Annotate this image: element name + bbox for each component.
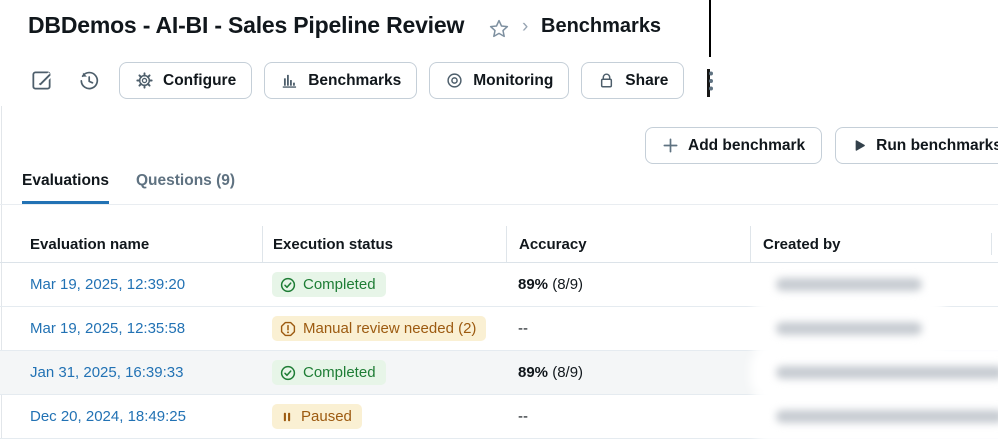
plus-icon bbox=[662, 137, 679, 154]
add-benchmark-button[interactable]: Add benchmark bbox=[645, 127, 823, 164]
status-label: Completed bbox=[303, 364, 376, 381]
column-header-accuracy: Accuracy bbox=[506, 226, 750, 262]
accuracy-detail: (8/9) bbox=[548, 276, 584, 293]
blurred-text-bar bbox=[776, 410, 998, 423]
bar-chart-icon bbox=[280, 71, 299, 90]
column-header-created-by: Created by bbox=[750, 226, 998, 262]
redacted-created-by bbox=[762, 269, 936, 300]
benchmarks-button[interactable]: Benchmarks bbox=[264, 62, 418, 99]
evaluation-name-link[interactable]: Mar 19, 2025, 12:35:58 bbox=[30, 320, 186, 337]
table-row[interactable]: Jan 31, 2025, 16:39:33 Completed 89% (8/… bbox=[0, 351, 998, 395]
edit-pencil-square-icon bbox=[30, 69, 53, 92]
column-header-execution-status: Execution status bbox=[262, 226, 506, 262]
monitoring-label: Monitoring bbox=[473, 71, 554, 89]
pause-icon bbox=[280, 410, 294, 424]
more-options-button[interactable] bbox=[702, 66, 720, 96]
blurred-text-bar bbox=[776, 278, 922, 291]
version-history-button[interactable] bbox=[77, 69, 101, 93]
table-row[interactable]: Mar 19, 2025, 12:35:58 Manual review nee… bbox=[0, 307, 998, 351]
share-button[interactable]: Share bbox=[581, 62, 685, 99]
column-header-evaluation-name: Evaluation name bbox=[30, 235, 150, 253]
gear-icon bbox=[135, 71, 154, 90]
tab-questions[interactable]: Questions (9) bbox=[136, 172, 236, 189]
status-label: Manual review needed (2) bbox=[303, 320, 477, 337]
redacted-created-by bbox=[762, 313, 936, 344]
check-circle-icon bbox=[280, 365, 296, 381]
breadcrumb-current: Benchmarks bbox=[541, 15, 662, 37]
lock-icon bbox=[597, 71, 616, 90]
blurred-text-bar bbox=[776, 322, 922, 335]
accuracy-detail: -- bbox=[518, 320, 528, 337]
eye-icon bbox=[445, 71, 464, 90]
configure-button[interactable]: Configure bbox=[119, 62, 253, 99]
evaluation-name-link[interactable]: Jan 31, 2025, 16:39:33 bbox=[30, 364, 184, 381]
status-badge: Completed bbox=[272, 272, 386, 297]
accuracy-value: 89% bbox=[518, 364, 549, 381]
table-row[interactable]: Dec 20, 2024, 18:49:25 Paused -- bbox=[0, 395, 998, 439]
evaluation-name-link[interactable]: Mar 19, 2025, 12:39:20 bbox=[30, 276, 186, 293]
version-history-clock-icon bbox=[77, 69, 101, 93]
page-title: DBDemos - AI-BI - Sales Pipeline Review bbox=[28, 12, 465, 38]
evaluations-table: Evaluation name Execution status Accurac… bbox=[0, 226, 998, 439]
status-badge: Paused bbox=[272, 404, 362, 429]
status-badge: Completed bbox=[272, 360, 386, 385]
benchmark-actions: Add benchmark Run benchmarks bbox=[645, 127, 998, 164]
status-badge: Manual review needed (2) bbox=[272, 316, 487, 341]
add-benchmark-label: Add benchmark bbox=[688, 136, 806, 154]
share-label: Share bbox=[625, 71, 669, 89]
monitoring-button[interactable]: Monitoring bbox=[429, 62, 570, 99]
benchmarks-label: Benchmarks bbox=[308, 71, 402, 89]
table-header-row: Evaluation name Execution status Accurac… bbox=[0, 226, 998, 263]
status-label: Completed bbox=[303, 276, 376, 293]
favorite-star-icon[interactable] bbox=[487, 17, 511, 41]
alert-octagon-icon bbox=[280, 321, 296, 337]
table-row[interactable]: Mar 19, 2025, 12:39:20 Completed 89% (8/… bbox=[0, 263, 998, 307]
status-label: Paused bbox=[301, 408, 352, 425]
cropped-ui-fragment bbox=[707, 69, 710, 97]
toolbar: Configure Benchmarks Monitoring bbox=[30, 62, 720, 99]
tab-bar-border bbox=[0, 204, 998, 205]
kebab-menu-icon bbox=[708, 70, 714, 92]
check-circle-icon bbox=[280, 277, 296, 293]
accuracy-detail: (8/9) bbox=[548, 364, 584, 381]
configure-label: Configure bbox=[163, 71, 237, 89]
page-left-border bbox=[1, 106, 2, 438]
run-benchmarks-button[interactable]: Run benchmarks bbox=[835, 127, 998, 164]
breadcrumb-separator: › bbox=[522, 16, 529, 37]
redacted-created-by bbox=[762, 357, 998, 388]
tab-bar: Evaluations Questions (9) bbox=[22, 172, 235, 204]
blurred-text-bar bbox=[776, 366, 998, 379]
play-icon bbox=[852, 138, 867, 153]
tab-evaluations[interactable]: Evaluations bbox=[22, 172, 109, 204]
evaluation-name-link[interactable]: Dec 20, 2024, 18:49:25 bbox=[30, 408, 186, 425]
accuracy-detail: -- bbox=[518, 408, 528, 425]
accuracy-value: 89% bbox=[518, 276, 549, 293]
edit-button[interactable] bbox=[30, 69, 53, 92]
table-body: Mar 19, 2025, 12:39:20 Completed 89% (8/… bbox=[0, 263, 998, 439]
redacted-created-by bbox=[762, 401, 998, 432]
run-benchmarks-label: Run benchmarks bbox=[876, 136, 998, 154]
window-edge-divider bbox=[709, 0, 711, 57]
